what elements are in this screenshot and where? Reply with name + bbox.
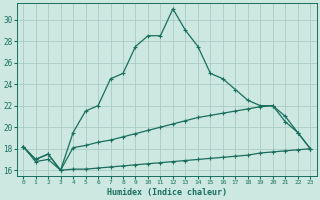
X-axis label: Humidex (Indice chaleur): Humidex (Indice chaleur)	[107, 188, 227, 197]
